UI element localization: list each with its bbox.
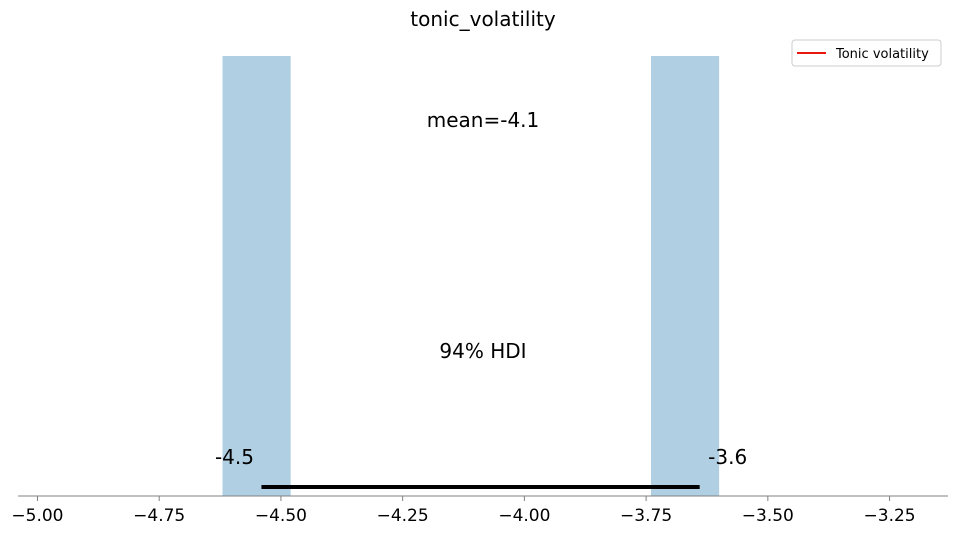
legend-box: [791, 39, 942, 67]
x-tick-label: −4.50: [255, 506, 307, 526]
bars-group: [222, 56, 720, 496]
mean-label: mean=-4.1: [427, 108, 540, 132]
chart-title: tonic_volatility: [410, 7, 556, 31]
hdi-low-label: -4.5: [215, 445, 254, 469]
x-tick-label: −3.50: [742, 506, 794, 526]
bar-1: [650, 56, 720, 496]
x-tick-label: −3.25: [864, 506, 916, 526]
hdi-high-label: -3.6: [708, 445, 747, 469]
x-axis-ticks: −5.00 −4.75 −4.50 −4.25 −4.00 −3.75 −3.50 −3.25: [11, 496, 916, 526]
x-tick-label: −4.75: [133, 506, 185, 526]
x-tick-label: −4.00: [498, 506, 550, 526]
legend-label: Tonic volatility: [835, 47, 929, 62]
x-tick-label: −4.25: [377, 506, 429, 526]
legend: Tonic volatility: [791, 39, 942, 67]
hdi-label: 94% HDI: [439, 339, 526, 363]
x-tick-label: −5.00: [11, 506, 63, 526]
x-tick-label: −3.75: [620, 506, 672, 526]
bar-0: [222, 56, 291, 496]
